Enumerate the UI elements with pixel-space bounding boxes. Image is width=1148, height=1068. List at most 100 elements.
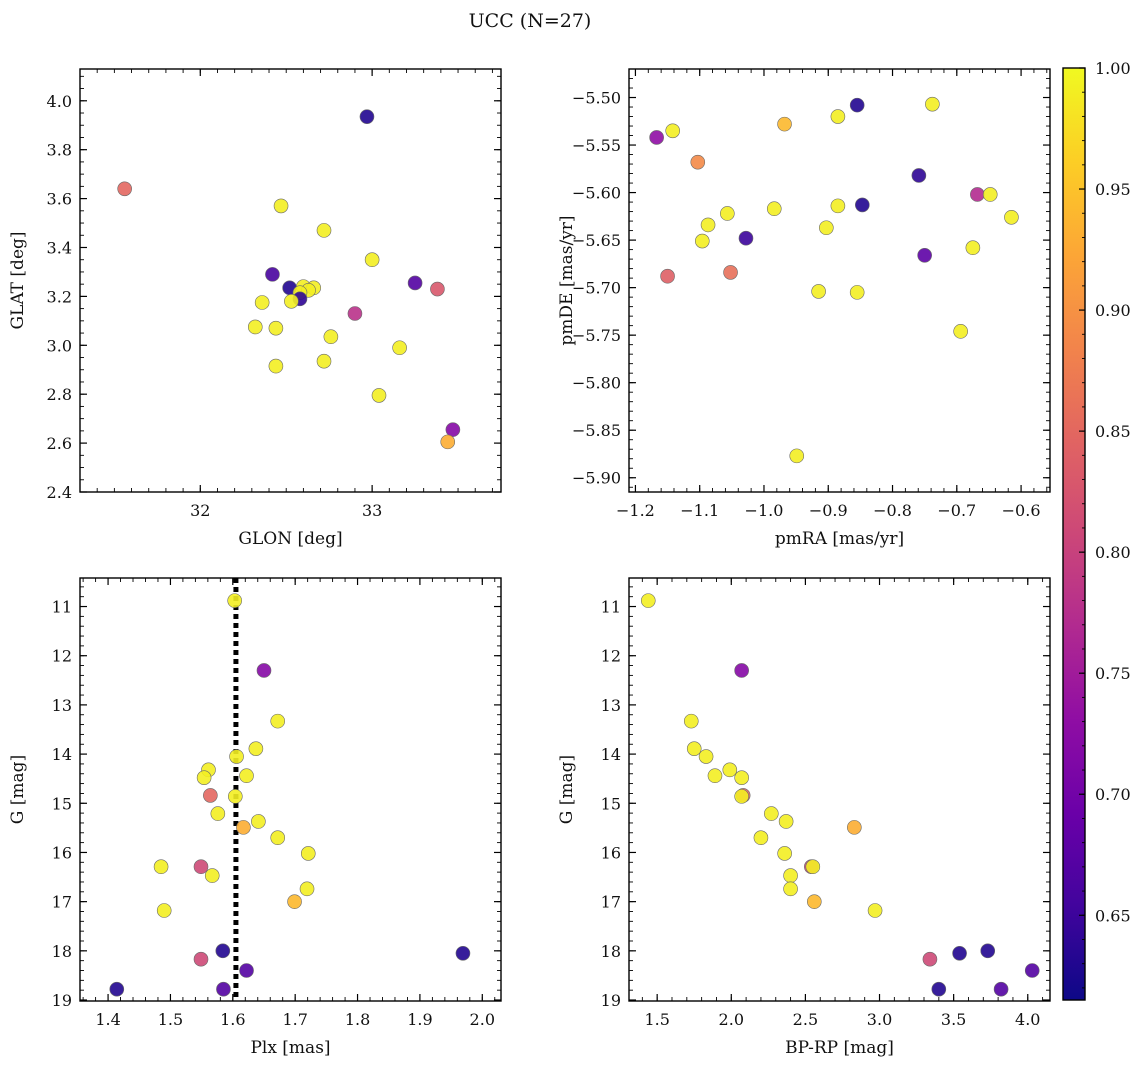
x-tick-label: 1.7 (282, 1010, 307, 1029)
scatter-point (239, 768, 254, 784)
y-tick-label: 17 (52, 893, 72, 912)
y-tick-label: −5.90 (572, 469, 621, 488)
scatter-point (777, 116, 792, 132)
scatter-points (109, 578, 471, 1001)
scatter-point (847, 820, 862, 835)
x-tick-label: 3.5 (941, 1010, 966, 1029)
scatter-point (694, 233, 710, 249)
minor-ticks (629, 578, 1050, 1001)
x-tick-label: −1.2 (616, 501, 655, 520)
x-axis-label: BP-RP [mag] (785, 1038, 894, 1058)
scatter-point (229, 749, 244, 764)
scatter-point (445, 422, 461, 437)
y-axis-label: pmDE [mas/yr] (557, 215, 577, 345)
colorbar-tick-label: 0.70 (1095, 785, 1131, 804)
y-tick-label: 19 (52, 991, 72, 1010)
x-tick-label: −1.1 (680, 501, 719, 520)
scatter-point (270, 830, 286, 846)
scatter-point (265, 267, 280, 282)
scatter-point (1004, 209, 1019, 225)
scatter-point (268, 320, 284, 336)
y-tick-label: 12 (52, 647, 72, 666)
scatter-point (805, 859, 821, 875)
y-tick-label: 2.4 (47, 483, 72, 502)
scatter-point (982, 187, 998, 202)
scatter-point (236, 820, 251, 835)
scatter-point (753, 830, 769, 846)
y-tick-label: 18 (601, 942, 621, 961)
colorbar-gradient (1063, 68, 1085, 1000)
panel-4: 1.5 2.0 2.5 3.0 3.5 4.0 11 12 13 14 15 16 17 18 19 BP-R… (557, 577, 1051, 1058)
y-tick-label: 3.6 (47, 190, 72, 209)
scatter-point (965, 240, 981, 256)
y-tick-label: −5.60 (572, 184, 621, 203)
scatter-point (855, 197, 870, 213)
colorbar-tick-label: 0.65 (1095, 906, 1131, 925)
y-tick-label: 2.8 (47, 385, 72, 404)
scatter-point (273, 198, 289, 214)
y-tick-label: −5.70 (572, 279, 621, 298)
scatter-point (407, 275, 423, 291)
scatter-point (215, 943, 231, 959)
scatter-point (247, 319, 263, 335)
scatter-point (284, 293, 299, 309)
scatter-point (970, 187, 985, 202)
x-tick-label: −1.0 (745, 501, 784, 520)
scatter-point (683, 713, 699, 729)
scatter-point (806, 894, 822, 909)
y-tick-label: 2.6 (47, 434, 72, 453)
scatter-point (849, 285, 865, 300)
x-tick-label: 1.5 (158, 1010, 183, 1029)
scatter-point (216, 981, 231, 997)
scatter-point (300, 846, 316, 861)
scatter-point (364, 252, 380, 268)
y-tick-label: 17 (601, 893, 621, 912)
y-tick-label: 3.2 (47, 287, 72, 306)
scatter-point (210, 806, 226, 821)
y-tick-label: 15 (52, 794, 72, 813)
colorbar-tick-label: 0.90 (1095, 301, 1131, 320)
y-tick-label: 13 (52, 696, 72, 715)
x-tick-label: 1.4 (95, 1010, 120, 1029)
scatter-point (649, 130, 664, 145)
scatter-point (256, 663, 272, 678)
minor-ticks (79, 69, 501, 493)
colorbar-tick-label: 0.95 (1095, 180, 1131, 199)
x-axis-label: pmRA [mas/yr] (775, 529, 904, 549)
scatter-point (734, 770, 749, 785)
scatter-point (952, 945, 967, 961)
x-tick-label: 32 (190, 501, 210, 520)
scatter-point (698, 749, 714, 764)
x-axis-label: GLON [deg] (238, 529, 342, 549)
scatter-point (738, 230, 754, 246)
scatter-point (783, 868, 798, 883)
x-tick-label: 1.6 (220, 1010, 245, 1029)
scatter-point (931, 981, 947, 997)
scatter-points (117, 109, 461, 450)
y-axis-label: GLAT [deg] (8, 231, 28, 329)
scatter-point (430, 281, 445, 297)
scatter-point (270, 713, 286, 729)
panels: 32 33 2.4 2.6 2.8 3.0 3.2 3.4 3.6 3.8 4.0 GLON [deg… (8, 68, 1051, 1058)
y-tick-label: −5.55 (572, 136, 621, 155)
y-axis-label: G [mag] (8, 755, 28, 824)
scatter-point (156, 903, 172, 918)
x-tick-label: −0.6 (1002, 501, 1041, 520)
y-tick-label: 3.8 (47, 141, 72, 160)
scatter-point (287, 894, 302, 909)
scatter-point (764, 806, 779, 821)
x-tick-label: 1.8 (345, 1010, 370, 1029)
scatter-point (254, 295, 270, 310)
panel-1: 32 33 2.4 2.6 2.8 3.0 3.2 3.4 3.6 3.8 4.0 GLON [deg… (8, 68, 502, 549)
scatter-point (723, 265, 738, 280)
y-tick-label: 12 (601, 647, 621, 666)
scatter-point (316, 353, 332, 369)
panel-2: −1.2 −1.1 −1.0 −0.9 −0.8 −0.7 −0.6 −5.90 −5.85 −5… (557, 68, 1051, 549)
x-tick-label: 2.5 (793, 1010, 818, 1029)
y-tick-label: 13 (601, 696, 621, 715)
colorbar-tick-label: 0.75 (1095, 664, 1131, 683)
scatter-point (720, 206, 735, 221)
y-tick-label: −5.80 (572, 374, 621, 393)
x-tick-label: 2.0 (719, 1010, 744, 1029)
